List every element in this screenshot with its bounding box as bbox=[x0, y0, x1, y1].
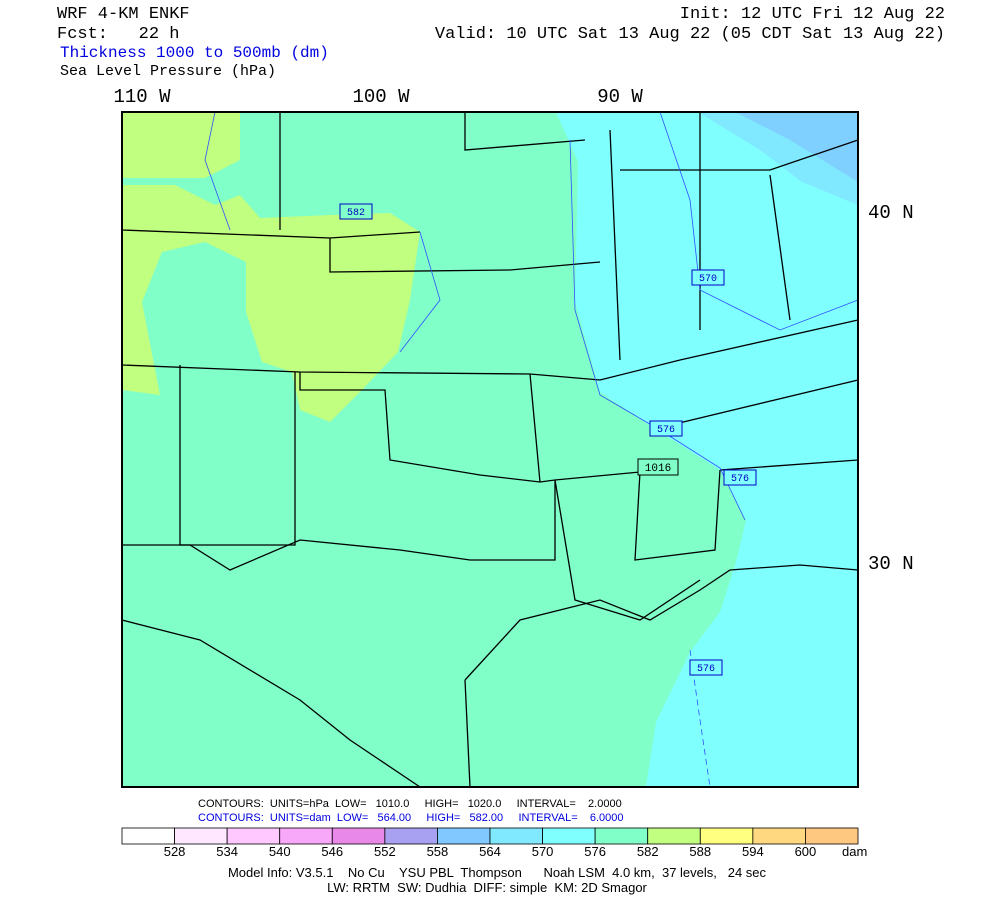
colorbar-swatch bbox=[752, 827, 806, 845]
field-thickness: Thickness 1000 to 500mb (dm) bbox=[60, 44, 329, 62]
colorbar-label: 582 bbox=[637, 844, 659, 859]
colorbar-swatch bbox=[542, 827, 596, 845]
colorbar-swatch bbox=[699, 827, 754, 845]
colorbar-swatch bbox=[805, 827, 859, 845]
lat-label: 40 N bbox=[868, 202, 914, 224]
colorbar: 528 534 540 546 552 558 564 570 576 582 588 594 600 d… bbox=[121, 827, 867, 859]
lon-label: 110 W bbox=[113, 86, 171, 108]
colorbar-label: 594 bbox=[742, 844, 764, 859]
colorbar-label: 558 bbox=[427, 844, 449, 859]
lat-label: 30 N bbox=[868, 553, 914, 575]
colorbar-swatch bbox=[174, 827, 228, 845]
contour-label: 576 bbox=[657, 425, 675, 436]
thickness-588-region bbox=[122, 112, 240, 178]
state-borders bbox=[121, 112, 859, 788]
contour-label: 1016 bbox=[645, 463, 671, 475]
colorbar-label: 600 bbox=[795, 844, 817, 859]
colorbar-label: 570 bbox=[532, 844, 554, 859]
colorbar-swatch bbox=[331, 827, 386, 845]
colorbar-label: 588 bbox=[689, 844, 711, 859]
lon-label: 100 W bbox=[352, 86, 410, 108]
init-time: Init: 12 UTC Fri 12 Aug 22 bbox=[680, 5, 945, 24]
colorbar-swatch bbox=[121, 827, 175, 845]
colorbar-swatch bbox=[437, 827, 491, 845]
contour-labels: 582 570 576 1016 576 576 bbox=[339, 203, 757, 676]
colorbar-swatch bbox=[594, 827, 649, 845]
colorbar-label: 528 bbox=[164, 844, 186, 859]
colorbar-swatch bbox=[226, 827, 281, 845]
thickness-576-region bbox=[556, 112, 858, 787]
pressure-contour-info: CONTOURS: UNITS=hPa LOW= 1010.0 HIGH= 10… bbox=[198, 798, 622, 810]
model-title: WRF 4-KM ENKF bbox=[57, 5, 190, 24]
thickness-contour-info: CONTOURS: UNITS=dam LOW= 564.00 HIGH= 58… bbox=[198, 812, 624, 824]
contour-label: 582 bbox=[347, 208, 365, 219]
colorbar-swatch bbox=[647, 827, 701, 845]
thickness-564-region bbox=[735, 112, 858, 182]
colorbar-swatch bbox=[384, 827, 438, 845]
colorbar-label: 546 bbox=[321, 844, 343, 859]
colorbar-swatch bbox=[279, 827, 333, 845]
colorbar-unit: dam bbox=[842, 844, 867, 859]
colorbar-label: 576 bbox=[584, 844, 606, 859]
colorbar-label: 534 bbox=[216, 844, 238, 859]
thickness-588-region bbox=[122, 185, 420, 422]
forecast-hour: Fcst: 22 h bbox=[57, 25, 179, 44]
contour-label: 576 bbox=[731, 474, 749, 485]
model-info: Model Info: V3.5.1 No Cu YSU PBL Thompso… bbox=[228, 865, 767, 880]
lon-label: 90 W bbox=[597, 86, 643, 108]
colorbar-label: 564 bbox=[479, 844, 501, 859]
colorbar-label: 552 bbox=[374, 844, 396, 859]
field-pressure: Sea Level Pressure (hPa) bbox=[60, 63, 276, 80]
colorbar-swatch bbox=[489, 827, 543, 845]
contour-label: 570 bbox=[699, 274, 717, 285]
contour-label: 576 bbox=[697, 664, 715, 675]
map: 582 570 576 1016 576 576 bbox=[121, 111, 859, 788]
valid-time: Valid: 10 UTC Sat 13 Aug 22 (05 CDT Sat … bbox=[435, 25, 945, 44]
physics-info: LW: RRTM SW: Dudhia DIFF: simple KM: 2D … bbox=[327, 880, 647, 895]
map-frame bbox=[121, 111, 859, 788]
colorbar-label: 540 bbox=[269, 844, 291, 859]
